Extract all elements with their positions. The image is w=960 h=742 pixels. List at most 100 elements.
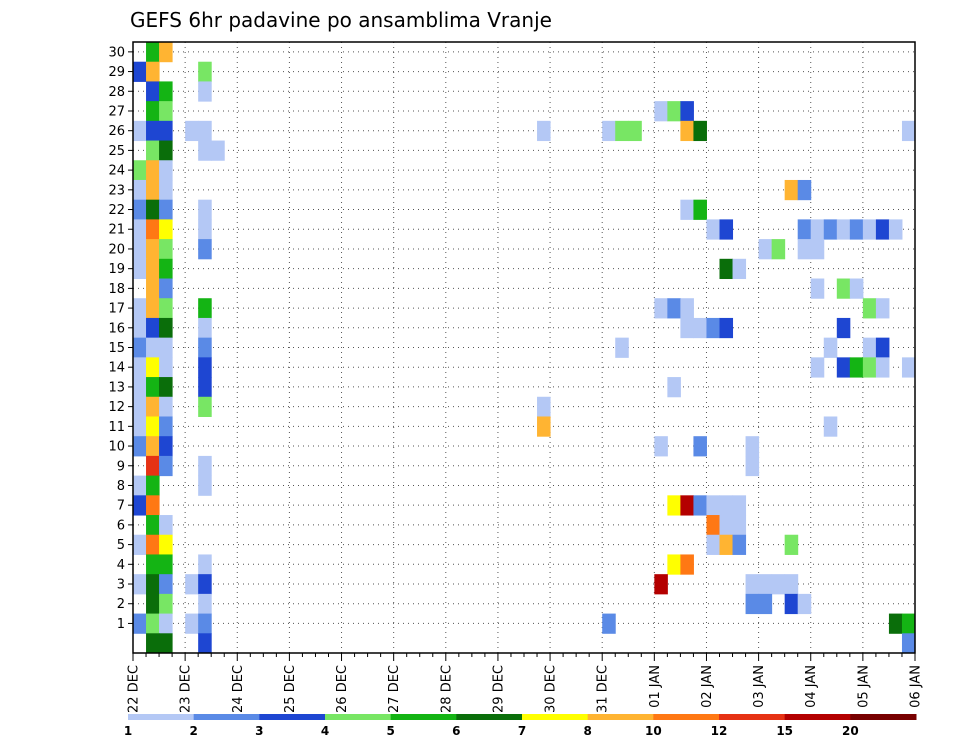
y-tick-label: 25 xyxy=(108,144,125,159)
y-tick-label: 26 xyxy=(108,124,125,139)
legend-swatch xyxy=(587,714,654,720)
precip-cell xyxy=(159,416,173,437)
precip-cell xyxy=(133,219,147,240)
legend-label: 15 xyxy=(776,724,793,738)
precip-cell xyxy=(537,120,551,142)
precip-cell xyxy=(680,120,694,142)
precip-cell xyxy=(888,219,903,240)
y-tick-label: 24 xyxy=(108,164,125,179)
y-tick-label: 11 xyxy=(108,420,125,435)
precip-cell xyxy=(654,101,668,122)
y-tick-label: 5 xyxy=(117,538,125,553)
y-tick-label: 10 xyxy=(108,440,125,455)
precip-cell xyxy=(797,239,812,260)
precip-cell xyxy=(159,337,173,358)
precip-cell xyxy=(146,377,160,398)
precip-cell xyxy=(706,534,720,555)
precip-cell xyxy=(133,357,147,378)
precip-cell xyxy=(836,357,851,378)
precip-cell xyxy=(146,298,160,319)
precip-cell xyxy=(133,160,147,181)
precip-cell xyxy=(693,495,707,516)
precip-cell xyxy=(185,613,199,634)
precip-cell xyxy=(823,416,838,437)
precip-cell xyxy=(146,357,160,378)
precip-cell xyxy=(745,436,760,457)
precip-cell xyxy=(862,357,877,378)
precip-cell xyxy=(693,317,707,339)
precip-cell xyxy=(823,219,838,240)
precip-cell xyxy=(719,534,734,555)
precip-cell xyxy=(159,396,173,417)
precip-cell xyxy=(732,534,747,555)
precip-cell xyxy=(146,534,160,555)
precip-cell xyxy=(784,534,799,555)
legend-label: 1 xyxy=(124,724,132,738)
precip-cell xyxy=(159,593,173,615)
precip-cell xyxy=(901,357,916,378)
precip-cell xyxy=(810,357,825,378)
precip-cell xyxy=(654,436,668,457)
axes: 1234567891011121314151617181920212223242… xyxy=(108,41,924,713)
precip-cell xyxy=(901,613,916,634)
y-tick-label: 30 xyxy=(108,45,125,60)
precip-cell xyxy=(146,199,160,220)
y-tick-label: 6 xyxy=(117,518,125,533)
precip-cell xyxy=(797,179,812,201)
legend-swatch xyxy=(653,714,720,720)
precip-cell xyxy=(797,219,812,240)
precip-cell xyxy=(211,140,225,161)
precip-cell xyxy=(875,357,890,378)
y-tick-label: 14 xyxy=(108,361,125,376)
precip-cell xyxy=(875,337,890,358)
precip-cell xyxy=(758,239,773,260)
y-tick-label: 7 xyxy=(117,499,125,514)
precip-cell xyxy=(784,179,799,201)
data-cells xyxy=(133,42,916,654)
precip-cell xyxy=(146,140,160,161)
precip-cell xyxy=(680,298,694,319)
x-tick-label: 28 DEC xyxy=(439,665,454,713)
precip-cell xyxy=(198,239,212,260)
precip-cell xyxy=(146,416,160,437)
precip-cell xyxy=(784,593,799,615)
precip-cell xyxy=(159,633,173,654)
precip-cell xyxy=(680,554,694,575)
precip-cell xyxy=(797,593,812,615)
precip-cell xyxy=(680,495,694,516)
precip-cell xyxy=(133,396,147,417)
precip-cell xyxy=(133,495,147,516)
precip-cell xyxy=(146,61,160,82)
precip-cell xyxy=(159,140,173,161)
y-tick-label: 2 xyxy=(117,597,125,612)
precip-cell xyxy=(198,613,212,634)
y-tick-label: 22 xyxy=(108,203,125,218)
precip-cell xyxy=(159,81,173,102)
precip-cell xyxy=(146,574,160,595)
precip-cell xyxy=(823,337,838,358)
precip-cell xyxy=(849,357,864,378)
precip-cell xyxy=(146,258,160,280)
precip-cell xyxy=(198,357,212,378)
precip-cell xyxy=(146,475,160,496)
precip-cell xyxy=(146,554,160,575)
precip-cell xyxy=(745,455,760,477)
precip-cell xyxy=(133,120,147,142)
precip-cell xyxy=(185,574,199,595)
precip-cell xyxy=(680,317,694,339)
precip-cell xyxy=(732,258,747,280)
precip-cell xyxy=(146,613,160,634)
precip-cell xyxy=(159,160,173,181)
precip-cell xyxy=(159,239,173,260)
x-tick-label: 05 JAN xyxy=(856,665,871,708)
x-tick-label: 01 JAN xyxy=(648,665,663,708)
y-tick-label: 20 xyxy=(108,242,125,257)
legend-label: 2 xyxy=(189,724,197,738)
precip-cell xyxy=(185,120,199,142)
precip-cell xyxy=(849,278,864,299)
precip-cell xyxy=(146,317,160,339)
precip-cell xyxy=(680,101,694,122)
y-tick-label: 12 xyxy=(108,400,125,415)
precip-cell xyxy=(732,515,747,536)
